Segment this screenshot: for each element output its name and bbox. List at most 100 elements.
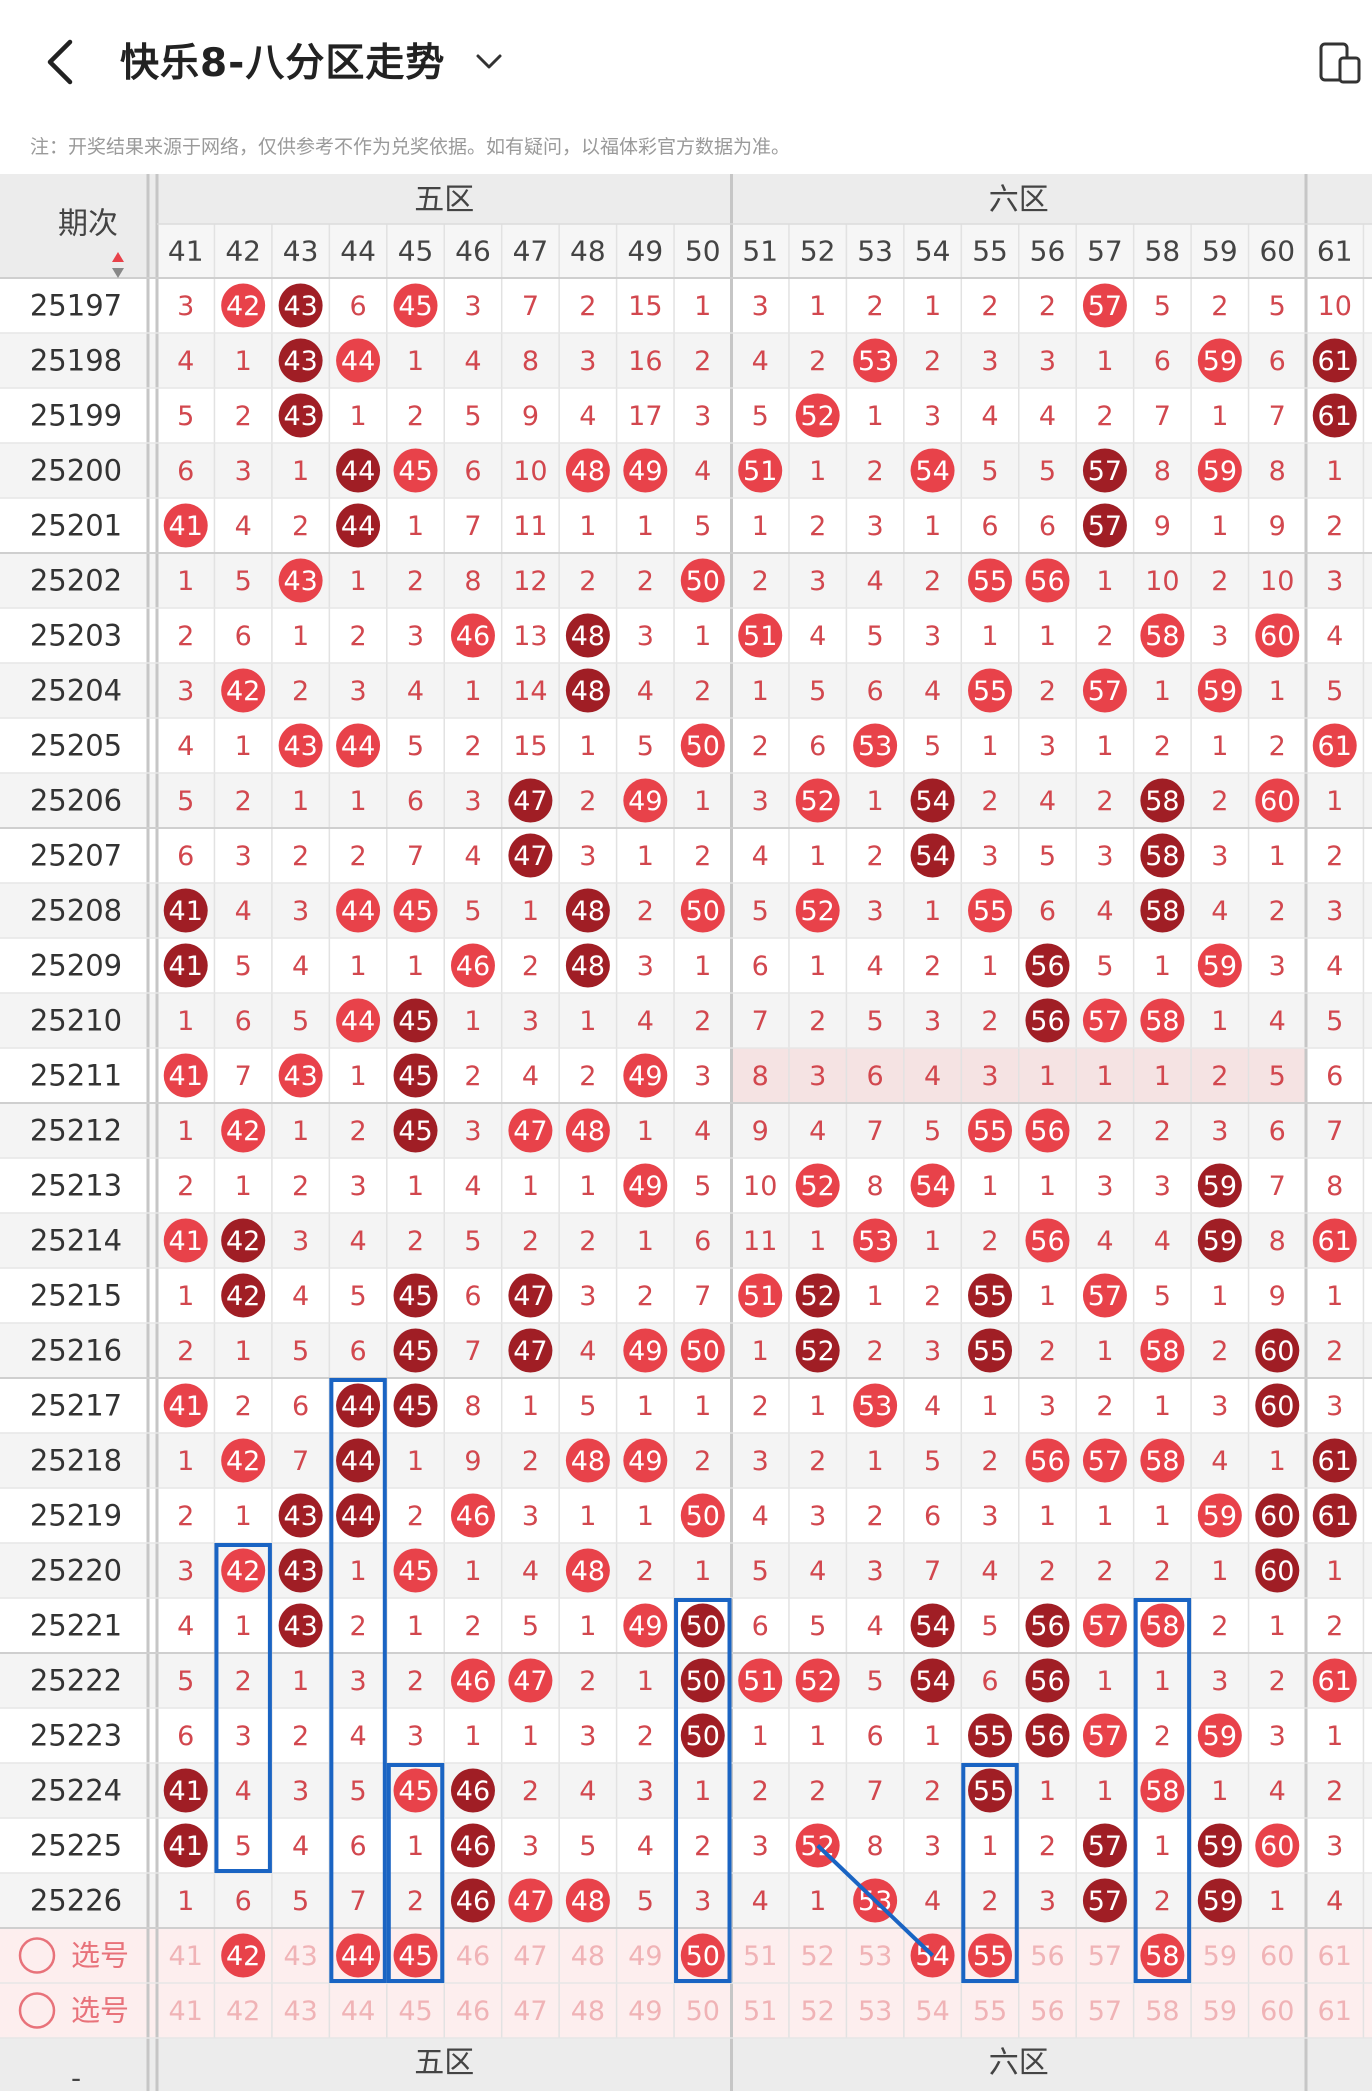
miss-count: 7 bbox=[292, 1446, 309, 1477]
picked-ball[interactable] bbox=[336, 1933, 381, 1978]
select-number[interactable]: 48 bbox=[571, 1941, 605, 1972]
picked-ball[interactable] bbox=[680, 1933, 725, 1978]
miss-count: 6 bbox=[1326, 1061, 1343, 1092]
ball-number: 43 bbox=[283, 731, 317, 762]
select-number[interactable]: 57 bbox=[1088, 1941, 1122, 1972]
page-title[interactable]: 快乐8-八分区走势 bbox=[120, 41, 446, 86]
select-number[interactable]: 52 bbox=[800, 1941, 834, 1972]
number-ball bbox=[336, 998, 381, 1043]
miss-count: 1 bbox=[464, 676, 481, 707]
select-number[interactable]: 60 bbox=[1260, 1941, 1294, 1972]
select-number[interactable]: 46 bbox=[456, 1941, 490, 1972]
select-number[interactable]: 56 bbox=[1030, 1941, 1064, 1972]
miss-count: 2 bbox=[579, 1226, 596, 1257]
select-number[interactable]: 51 bbox=[743, 1941, 777, 1972]
miss-count: 4 bbox=[809, 621, 826, 652]
select-number[interactable]: 51 bbox=[743, 1996, 777, 2027]
ball-number: 52 bbox=[800, 1281, 834, 1312]
select-number[interactable]: 57 bbox=[1088, 1996, 1122, 2027]
select-number[interactable]: 53 bbox=[858, 1941, 892, 1972]
repeat-number-ball bbox=[221, 1273, 266, 1318]
select-radio[interactable] bbox=[18, 1992, 56, 2029]
miss-count: 2 bbox=[349, 841, 366, 872]
miss-count: 1 bbox=[809, 1391, 826, 1422]
select-number[interactable]: 58 bbox=[1145, 1996, 1179, 2027]
select-number[interactable]: 53 bbox=[858, 1996, 892, 2027]
select-number[interactable]: 46 bbox=[456, 1996, 490, 2027]
select-number[interactable]: 61 bbox=[1318, 1996, 1352, 2027]
number-ball bbox=[623, 1053, 668, 1098]
select-number[interactable]: 60 bbox=[1260, 1996, 1294, 2027]
select-number[interactable]: 59 bbox=[1203, 1996, 1237, 2027]
picked-ball[interactable] bbox=[1140, 1933, 1185, 1978]
miss-count: 3 bbox=[177, 291, 194, 322]
miss-count: 2 bbox=[579, 786, 596, 817]
select-number[interactable]: 54 bbox=[915, 1996, 949, 2027]
select-number[interactable]: 44 bbox=[341, 1996, 375, 2027]
select-number[interactable]: 49 bbox=[628, 1996, 662, 2027]
period-label: 25199 bbox=[30, 399, 122, 433]
select-number[interactable]: 56 bbox=[1030, 1996, 1064, 2027]
miss-count: 5 bbox=[464, 1226, 481, 1257]
period-header[interactable]: 期次 bbox=[58, 207, 124, 279]
column-header: 57 bbox=[1087, 235, 1123, 268]
miss-count: 1 bbox=[637, 1501, 654, 1532]
number-ball bbox=[853, 338, 898, 383]
miss-count: 5 bbox=[407, 731, 424, 762]
miss-count: 5 bbox=[809, 676, 826, 707]
ball-number: 56 bbox=[1030, 1721, 1064, 1752]
select-number[interactable]: 43 bbox=[283, 1941, 317, 1972]
select-number[interactable]: 59 bbox=[1203, 1941, 1237, 1972]
picked-ball[interactable] bbox=[221, 1933, 266, 1978]
miss-count: 1 bbox=[464, 1556, 481, 1587]
number-ball bbox=[1082, 1713, 1127, 1758]
select-number[interactable]: 49 bbox=[628, 1941, 662, 1972]
chevron-down-icon[interactable] bbox=[474, 46, 504, 76]
miss-count: 1 bbox=[637, 1226, 654, 1257]
select-row-label: 选号 bbox=[71, 1939, 129, 1973]
select-number[interactable]: 47 bbox=[513, 1941, 547, 1972]
miss-count: 5 bbox=[235, 951, 252, 982]
ball-number: 55 bbox=[973, 1116, 1007, 1147]
ball-number: 47 bbox=[513, 841, 547, 872]
select-number[interactable]: 52 bbox=[800, 1996, 834, 2027]
ball-number: 52 bbox=[800, 786, 834, 817]
ball-number: 61 bbox=[1318, 1226, 1352, 1257]
ball-number: 57 bbox=[1088, 1281, 1122, 1312]
select-number[interactable]: 43 bbox=[283, 1996, 317, 2027]
select-number[interactable]: 47 bbox=[513, 1996, 547, 2027]
repeat-number-ball bbox=[1255, 1328, 1300, 1373]
select-number[interactable]: 55 bbox=[973, 1996, 1007, 2027]
select-radio[interactable] bbox=[18, 1937, 56, 1974]
ball-number: 50 bbox=[686, 1721, 720, 1752]
miss-count: 5 bbox=[924, 1116, 941, 1147]
device-toggle-icon[interactable] bbox=[1318, 40, 1362, 86]
select-number[interactable]: 50 bbox=[686, 1996, 720, 2027]
miss-count: 1 bbox=[464, 1006, 481, 1037]
miss-count: 9 bbox=[522, 401, 539, 432]
ball-number: 57 bbox=[1088, 1886, 1122, 1917]
miss-count: 2 bbox=[579, 1666, 596, 1697]
select-number[interactable]: 41 bbox=[169, 1941, 203, 1972]
select-number[interactable]: 48 bbox=[571, 1996, 605, 2027]
select-number[interactable]: 61 bbox=[1318, 1941, 1352, 1972]
period-label: 25197 bbox=[30, 289, 122, 323]
select-number[interactable]: 45 bbox=[398, 1996, 432, 2027]
column-header: 42 bbox=[225, 235, 261, 268]
ball-number: 48 bbox=[571, 896, 605, 927]
ball-number: 51 bbox=[743, 621, 777, 652]
miss-count: 2 bbox=[1039, 676, 1056, 707]
picked-ball[interactable] bbox=[968, 1933, 1013, 1978]
number-ball bbox=[623, 1163, 668, 1208]
select-number[interactable]: 42 bbox=[226, 1996, 260, 2027]
column-header: 46 bbox=[455, 235, 491, 268]
miss-count: 1 bbox=[292, 621, 309, 652]
miss-count: 5 bbox=[464, 401, 481, 432]
miss-count: 1 bbox=[349, 1556, 366, 1587]
picked-ball[interactable] bbox=[393, 1933, 438, 1978]
back-arrow-icon[interactable] bbox=[40, 36, 80, 88]
number-ball bbox=[565, 1108, 610, 1153]
ball-number: 47 bbox=[513, 1336, 547, 1367]
select-number[interactable]: 41 bbox=[169, 1996, 203, 2027]
miss-count: 3 bbox=[752, 291, 769, 322]
